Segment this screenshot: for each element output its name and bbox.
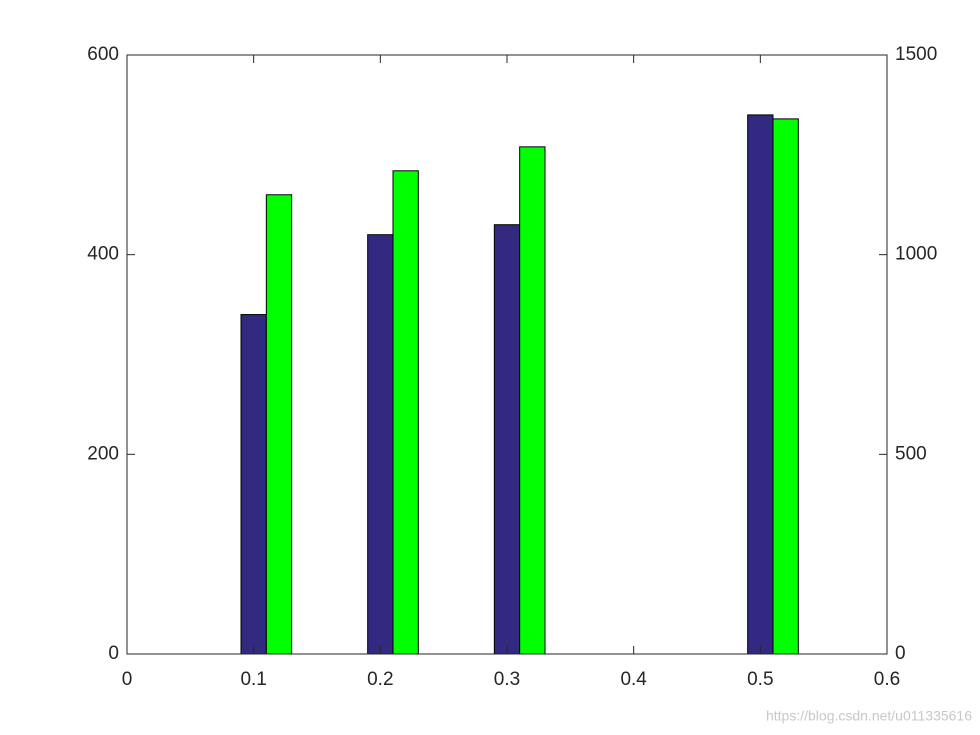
y2-tick-label: 0 [895, 643, 906, 664]
x-tick-label: 0.6 [874, 669, 900, 690]
bar [265, 194, 293, 655]
watermark: https://blog.csdn.net/u011335616 [766, 708, 972, 724]
x-tick-label: 0 [122, 669, 133, 690]
bar [772, 118, 799, 655]
y-tick-label: 200 [87, 443, 119, 464]
bar [240, 314, 267, 655]
x-tick-label: 0.5 [747, 669, 773, 690]
y2-tick-label: 1500 [895, 44, 937, 65]
x-tick-label: 0.4 [620, 669, 647, 690]
y-tick-label: 400 [87, 244, 119, 265]
bar [367, 234, 394, 655]
y-tick-label: 600 [87, 44, 119, 65]
x-tick-label: 0.2 [367, 669, 393, 690]
y2-tick-label: 500 [895, 443, 927, 464]
bar [519, 146, 546, 655]
bar [392, 170, 419, 655]
bar [493, 224, 521, 655]
x-tick-label: 0.1 [240, 669, 266, 690]
y-tick-label: 0 [108, 643, 119, 664]
y2-tick-label: 1000 [895, 244, 937, 265]
x-tick-label: 0.3 [494, 669, 520, 690]
bar [747, 114, 774, 655]
